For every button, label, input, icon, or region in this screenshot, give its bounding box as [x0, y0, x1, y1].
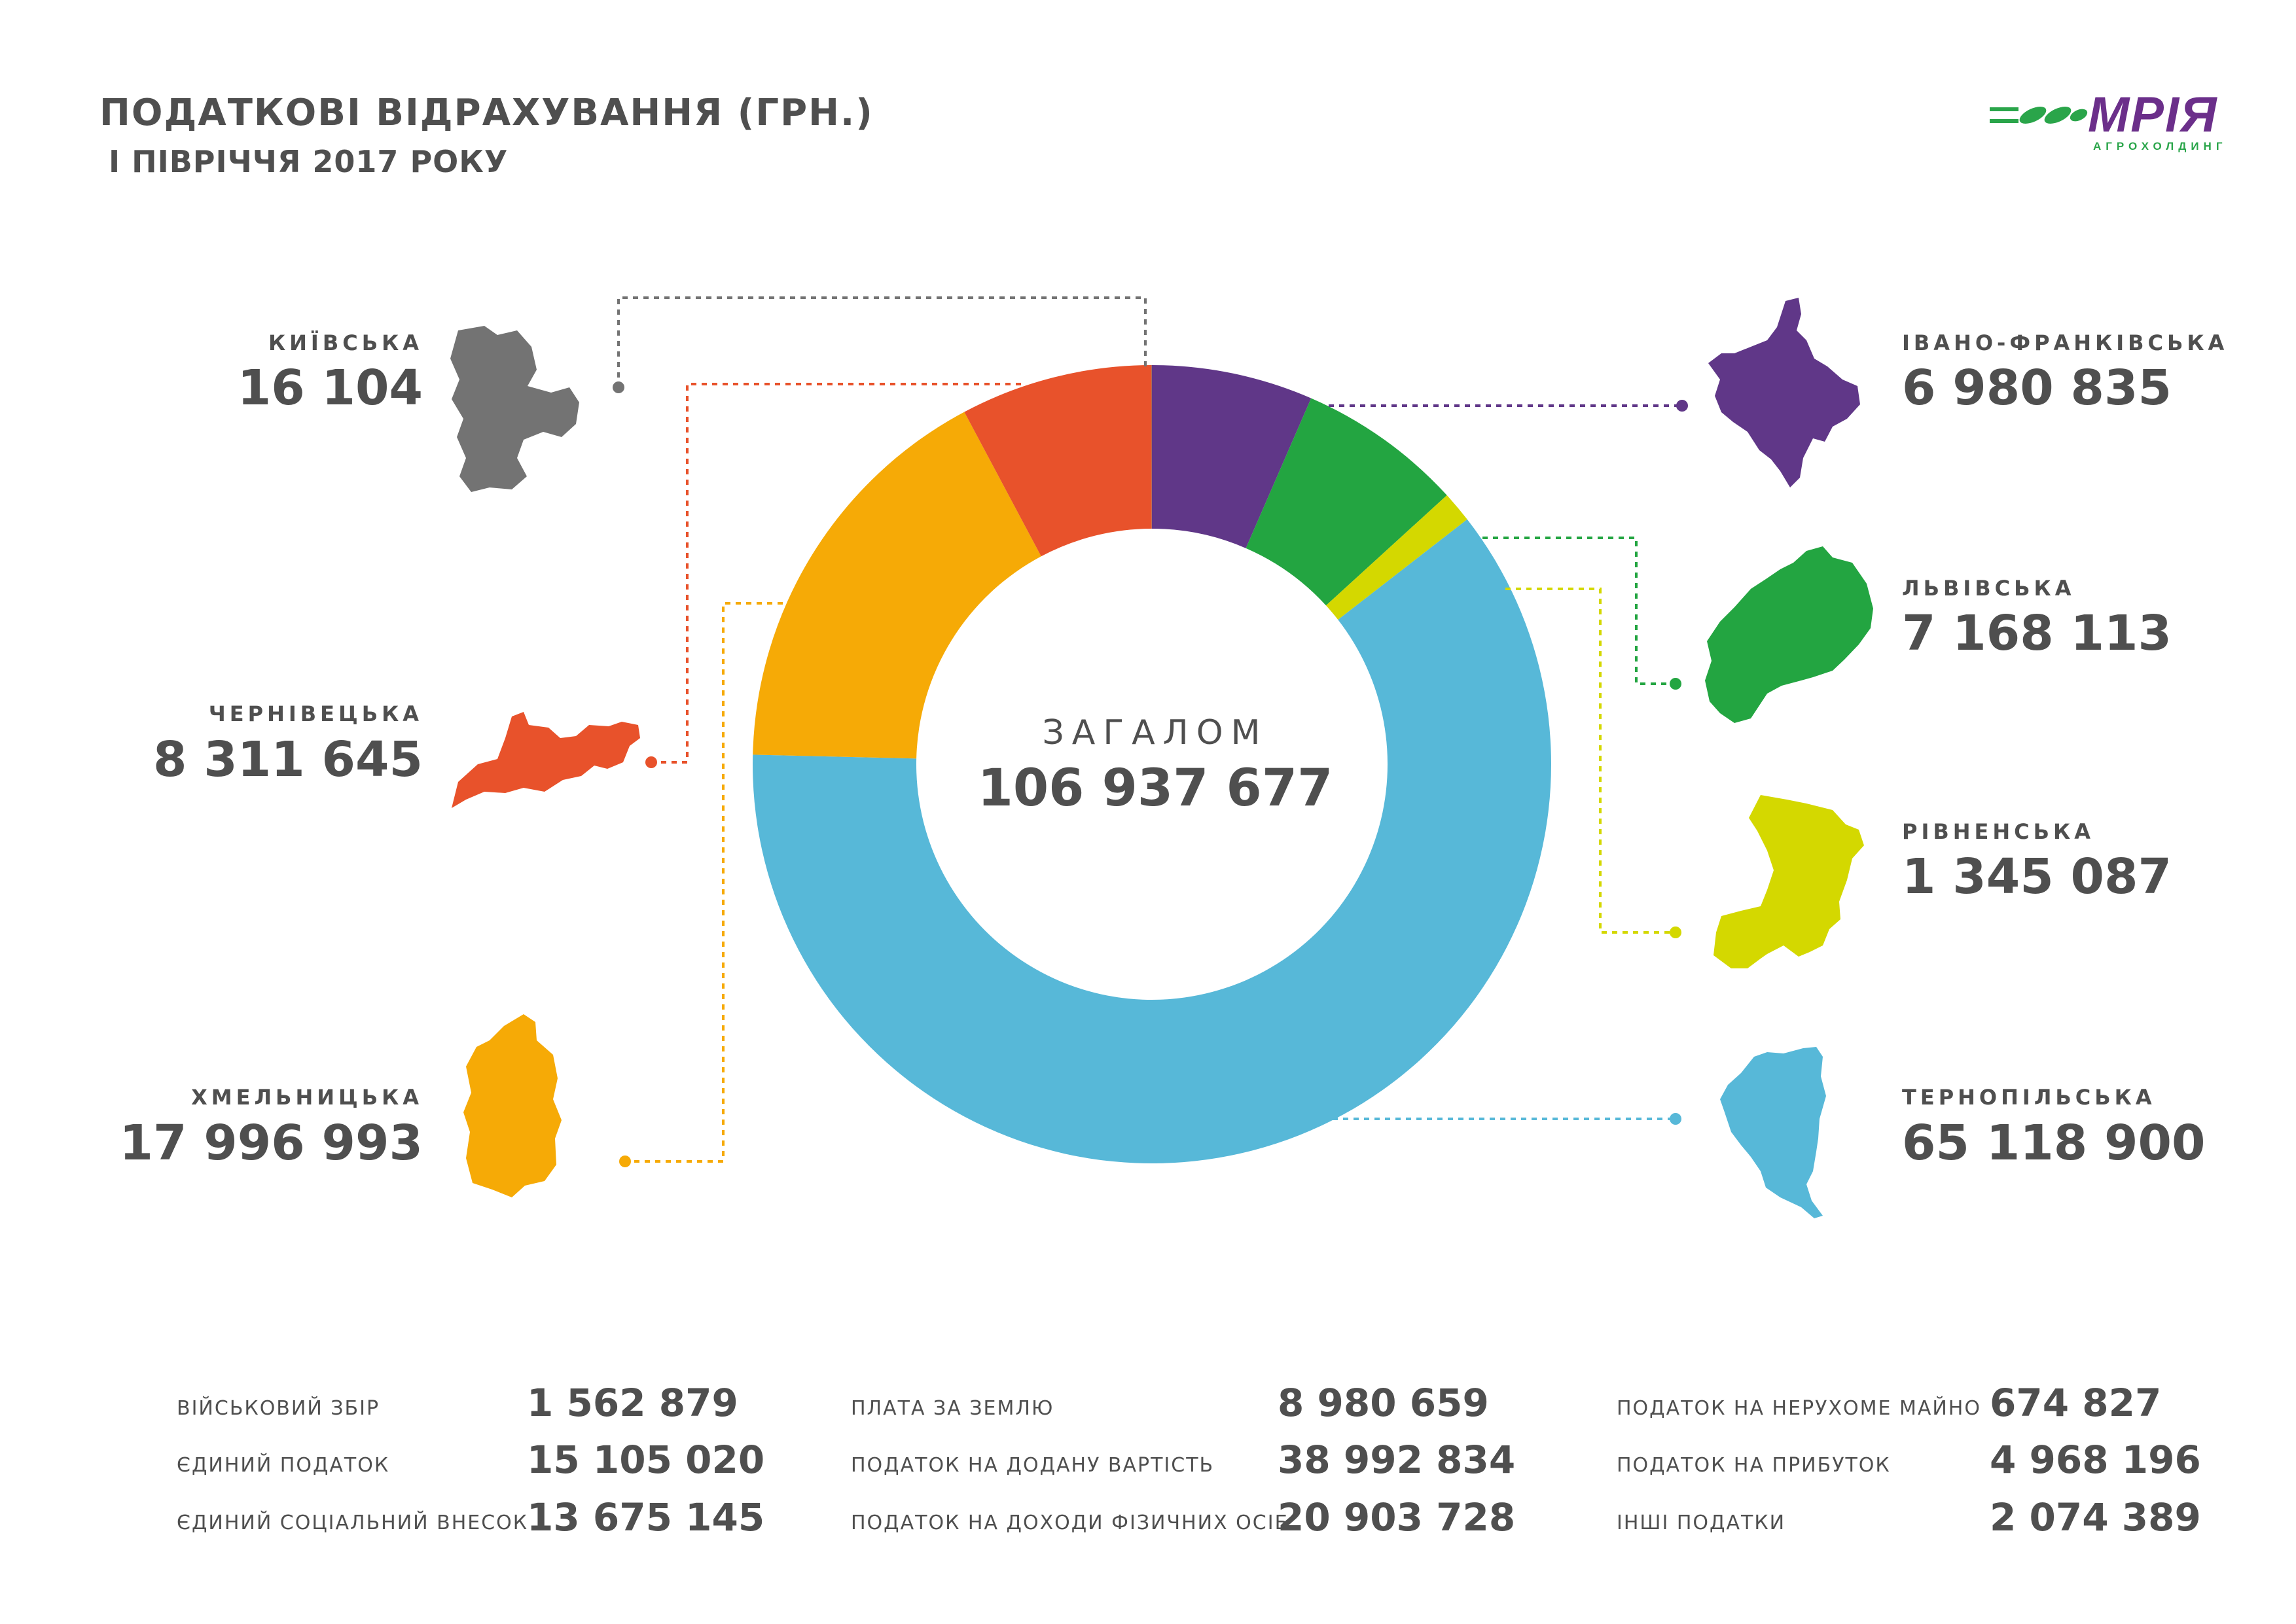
chernivtsi-region-icon — [452, 712, 640, 808]
tax-label: ІНШІ ПОДАТКИ — [1617, 1511, 1786, 1534]
tax-label: ПОДАТОК НА ПРИБУТОК — [1617, 1454, 1891, 1477]
donut-slice — [964, 365, 1152, 557]
region-value-khmelnytskyi: 17 996 993 — [119, 1115, 423, 1171]
page-subtitle: І ПІВРІЧЧЯ 2017 РОКУ — [109, 144, 509, 179]
kyiv-region-icon — [450, 326, 579, 492]
tax-value: 4 968 196 — [1990, 1438, 2201, 1482]
connector-ivano-frankivsk-dot — [1676, 400, 1688, 412]
donut-slice — [1151, 365, 1152, 529]
ternopil-region-icon — [1720, 1047, 1826, 1218]
donut-slice — [1325, 495, 1467, 620]
region-value-lviv: 7 168 113 — [1902, 605, 2172, 662]
connector-kyiv — [617, 296, 1147, 387]
connector-rivne-dot — [1670, 927, 1681, 938]
tax-value: 15 105 020 — [527, 1438, 765, 1482]
connector-khmelnytskyi — [625, 602, 825, 1163]
page-title: ПОДАТКОВІ ВІДРАХУВАННЯ (ГРН.) — [99, 92, 874, 134]
lviv-region-icon — [1705, 546, 1873, 723]
region-name-rivne: РІВНЕНСЬКА — [1902, 819, 2094, 844]
donut-center-label: ЗАГАЛОМ — [1042, 713, 1268, 752]
region-value-chernivtsi: 8 311 645 — [153, 732, 423, 788]
donut-slice — [1246, 398, 1447, 606]
donut-total-value: 106 937 677 — [977, 759, 1333, 818]
connector-lviv-dot — [1670, 678, 1681, 690]
connector-rivne — [1505, 588, 1676, 934]
tax-label: ПОДАТОК НА ДОДАНУ ВАРТІСТЬ — [851, 1454, 1215, 1477]
tax-value: 20 903 728 — [1278, 1495, 1516, 1540]
tax-label: ЄДИНИЙ ПОДАТОК — [177, 1454, 390, 1477]
tax-label: ПОДАТОК НА НЕРУХОМЕ МАЙНО — [1617, 1397, 1981, 1420]
tax-value: 1 562 879 — [527, 1381, 738, 1425]
tax-value: 674 827 — [1990, 1381, 2162, 1425]
connector-kyiv-dot — [613, 381, 624, 393]
logo-name: МРІЯ — [2088, 87, 2218, 143]
ivano-frankivsk-region-icon — [1708, 298, 1860, 487]
region-value-ivano-frankivsk: 6 980 835 — [1902, 360, 2172, 416]
khmelnytskyi-region-icon — [463, 1014, 562, 1197]
company-logo: МРІЯ АГРОХОЛДИНГ — [1990, 87, 2227, 152]
region-name-ivano-frankivsk: ІВАНО-ФРАНКІВСЬКА — [1902, 330, 2229, 355]
region-name-khmelnytskyi: ХМЕЛЬНИЦЬКА — [191, 1085, 423, 1110]
donut-slice — [753, 412, 1041, 759]
tax-value: 8 980 659 — [1278, 1381, 1489, 1425]
tax-label: ЄДИНИЙ СОЦІАЛЬНИЙ ВНЕСОК — [177, 1511, 529, 1534]
region-name-kyiv: КИЇВСЬКА — [268, 330, 423, 355]
region-name-chernivtsi: ЧЕРНІВЕЦЬКА — [208, 701, 423, 726]
tax-value: 13 675 145 — [527, 1495, 765, 1540]
region-value-kyiv: 16 104 — [237, 360, 423, 416]
donut-slice — [1152, 365, 1312, 548]
region-value-ternopil: 65 118 900 — [1902, 1115, 2206, 1171]
region-name-lviv: ЛЬВІВСЬКА — [1902, 576, 2075, 601]
connector-ternopil-dot — [1670, 1113, 1681, 1125]
donut-slice — [752, 519, 1552, 1164]
connector-lviv — [1482, 537, 1676, 685]
tax-value: 38 992 834 — [1278, 1438, 1516, 1482]
tax-value: 2 074 389 — [1990, 1495, 2201, 1540]
tax-label: ПОДАТОК НА ДОХОДИ ФІЗИЧНИХ ОСІБ — [851, 1511, 1290, 1534]
logo-tagline: АГРОХОЛДИНГ — [2093, 140, 2227, 152]
connector-khmelnytskyi-dot — [619, 1156, 631, 1167]
logo-leaf-icon — [1990, 107, 2088, 124]
region-value-rivne: 1 345 087 — [1902, 849, 2172, 905]
connector-chernivtsi-dot — [645, 756, 657, 768]
tax-label: ПЛАТА ЗА ЗЕМЛЮ — [851, 1397, 1054, 1420]
region-name-ternopil: ТЕРНОПІЛЬСЬКА — [1902, 1085, 2156, 1110]
tax-label: ВІЙСЬКОВИЙ ЗБІР — [177, 1397, 380, 1420]
rivne-region-icon — [1713, 795, 1864, 968]
